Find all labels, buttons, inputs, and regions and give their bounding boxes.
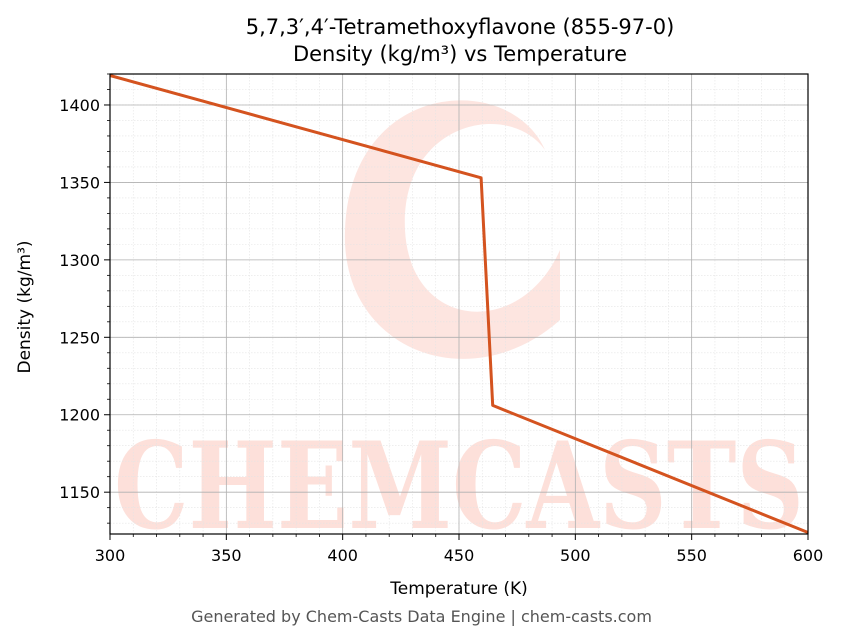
y-tick-label: 1150: [59, 483, 100, 502]
footer-credit: Generated by Chem-Casts Data Engine | ch…: [191, 607, 652, 626]
density-line: [109, 74, 809, 534]
x-tick-label: 350: [211, 546, 242, 565]
watermark-logo-arc: [344, 100, 560, 359]
x-tick-label: 450: [444, 546, 475, 565]
y-tick-label: 1400: [59, 96, 100, 115]
y-axis-label: Density (kg/m³): [15, 240, 35, 373]
series-layer: [109, 74, 809, 534]
x-axis-label: Temperature (K): [389, 579, 528, 599]
y-tick-label: 1350: [59, 173, 100, 192]
x-tick-label: 400: [327, 546, 358, 565]
y-tick-label: 1200: [59, 406, 100, 425]
axis-ticks: 300 350 400 450 500 550 600 1150 1200 1250 1300 135…: [59, 73, 824, 565]
x-tick-label: 300: [95, 546, 126, 565]
x-tick-label: 550: [676, 546, 707, 565]
y-tick-label: 1300: [59, 251, 100, 270]
y-tick-label: 1250: [59, 328, 100, 347]
chart-subtitle: Density (kg/m³) vs Temperature: [293, 42, 627, 66]
x-tick-label: 600: [793, 546, 824, 565]
x-tick-label: 500: [560, 546, 591, 565]
chart-title: 5,7,3′,4′-Tetramethoxyflavone (855-97-0): [246, 15, 675, 39]
plot-area: CHEMCASTS 300 350 400 450 500 550 600115012001…: [59, 73, 824, 565]
